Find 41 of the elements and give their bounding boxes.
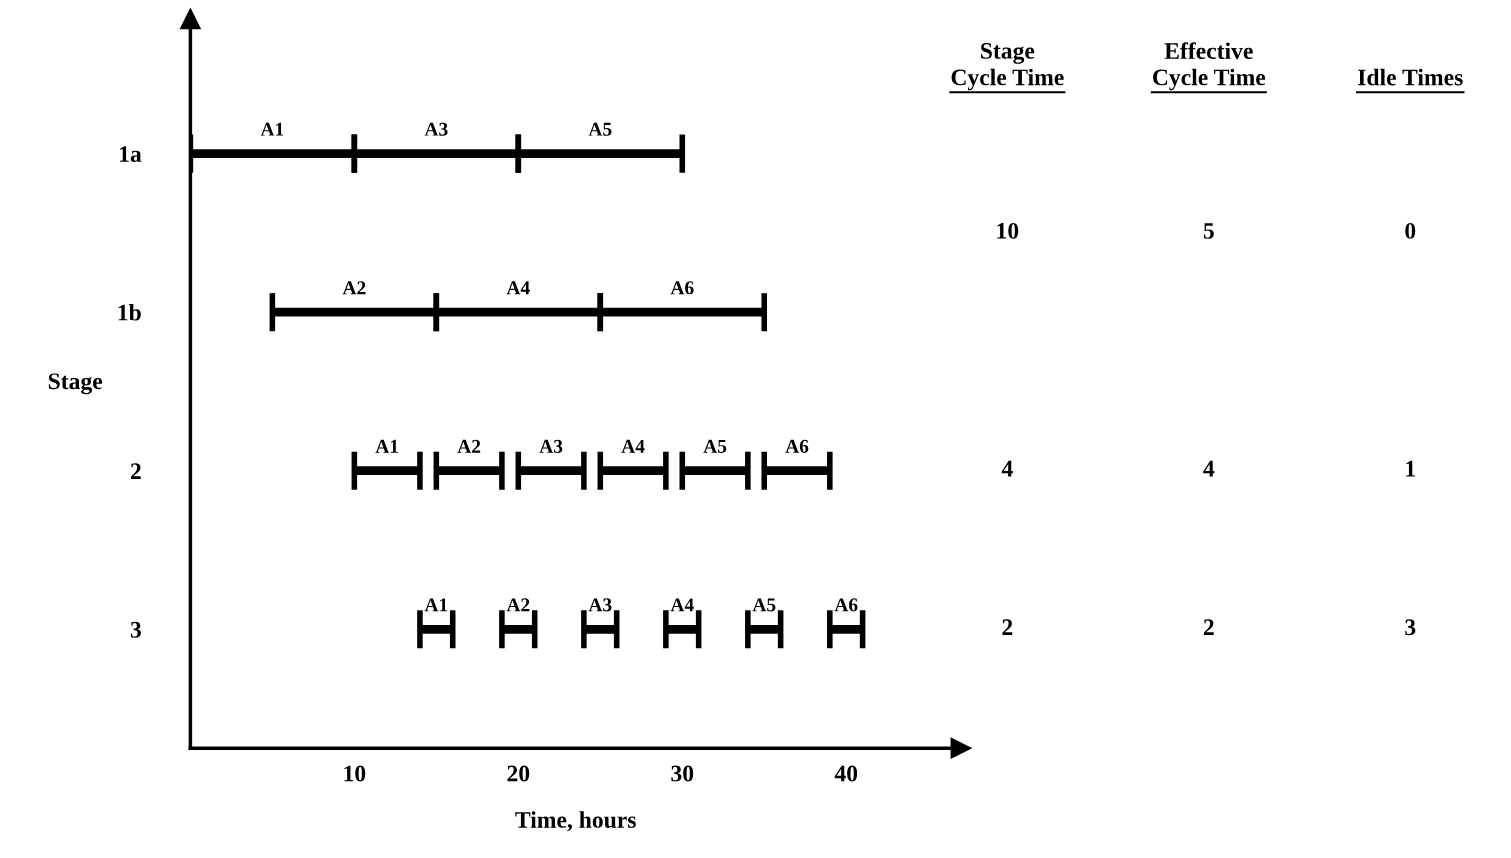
- text: 4: [1001, 460, 1013, 477]
- x-axis-title: Time, hours: [515, 811, 636, 832]
- annotation: A1: [424, 598, 448, 612]
- x-tick-label: 20: [507, 765, 530, 782]
- text: 5: [1203, 223, 1214, 239]
- text: 0: [1405, 222, 1416, 239]
- text: 4: [1203, 460, 1215, 477]
- x-tick-label: 10: [344, 765, 366, 782]
- annotation: A1: [375, 439, 399, 453]
- annotation: A1: [260, 122, 284, 136]
- annotation: A5: [752, 598, 776, 612]
- category-label: Cycle Time: [951, 68, 1064, 91]
- annotation: A4: [621, 439, 645, 453]
- text: 2: [1002, 619, 1013, 635]
- annotation: A4: [670, 598, 694, 612]
- y-tick-label: 2: [130, 463, 141, 479]
- y-tick-label: 3: [130, 621, 141, 638]
- y-tick-label: 1a: [120, 146, 142, 163]
- y-tick-label: 1b: [118, 303, 141, 321]
- annotation: A3: [588, 598, 612, 612]
- annotation: A2: [457, 439, 481, 453]
- text: 2: [1203, 619, 1214, 635]
- category-label: Effective Cycle Time: [1153, 42, 1266, 91]
- text: 10: [997, 222, 1019, 239]
- annotation: A6: [834, 598, 858, 612]
- x-tick-label: 40: [834, 765, 858, 782]
- text: 3: [1405, 619, 1416, 636]
- y-axis-title: Stage: [981, 42, 1035, 64]
- annotation: A2: [506, 598, 530, 612]
- annotation: A5: [588, 122, 612, 136]
- text: 1: [1406, 460, 1415, 477]
- category-label: Idle Times: [1358, 68, 1463, 86]
- annotation: A5: [703, 439, 727, 453]
- annotation: A6: [670, 281, 694, 295]
- annotation: A6: [785, 439, 809, 453]
- annotation: A4: [506, 281, 530, 295]
- x-tick-label: 30: [671, 765, 694, 782]
- text: Stage: [48, 373, 103, 395]
- annotation: A3: [424, 122, 448, 136]
- annotation: A3: [539, 439, 563, 453]
- annotation: A2: [342, 281, 366, 295]
